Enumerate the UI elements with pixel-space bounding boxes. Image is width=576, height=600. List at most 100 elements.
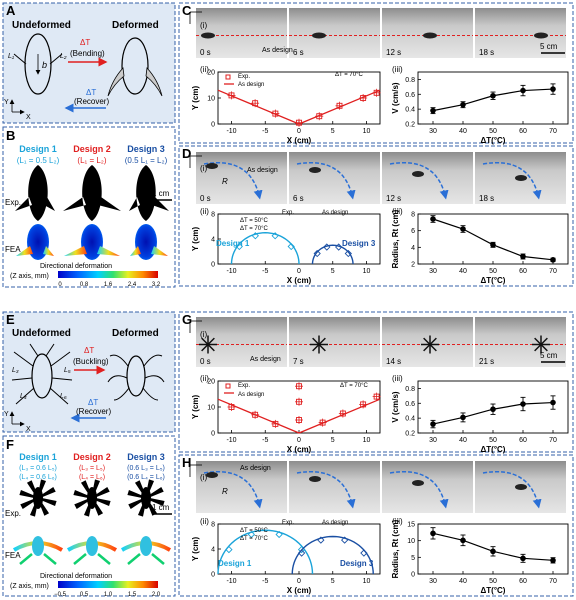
panel-d-sub-i: (i) (200, 164, 207, 173)
video-frame (475, 317, 566, 367)
x-tick-label: 10 (363, 578, 371, 585)
colorbar-tick: −0.5 (54, 592, 67, 598)
frame-time: 0 s (200, 48, 211, 57)
panel-g-legend-design: As design (238, 392, 264, 398)
y-tick-label: 8 (211, 212, 215, 219)
x-axis-label: X (cm) (287, 586, 312, 595)
design-path (296, 471, 356, 509)
panel-d-legend-design: As design (322, 210, 348, 216)
y-tick-label: 0.2 (405, 431, 415, 438)
y-axis-label: Radius, Rt (cm) (391, 519, 400, 578)
video-frame (289, 317, 380, 367)
l1-label: L₁ (8, 53, 15, 60)
fea-fin (64, 246, 87, 256)
chart-c-iii: 30 40 50 60 70 0.2 0.4 0.6 0.8 ΔT(°C) V (cm/s) (391, 71, 569, 145)
design-arc (291, 535, 374, 575)
x-tick-label: 0 (297, 437, 301, 444)
exp-point (335, 243, 343, 251)
y-tick-label: 0 (411, 572, 415, 579)
y-axis-label: V (cm/s) (391, 82, 400, 113)
panel-b-letter: B (6, 128, 15, 143)
data-point (550, 557, 556, 564)
y-tick-label: 4 (211, 237, 215, 244)
y-tick-label: 0.4 (405, 416, 415, 423)
panel-g-sub-i: (i) (200, 330, 207, 339)
panel-d-sub-ii: (ii) (200, 207, 209, 216)
l3-label: L₃ (12, 367, 19, 374)
robot-leg (534, 343, 542, 352)
y-tick-label: 0.8 (405, 77, 415, 84)
undeformed-body (24, 33, 52, 95)
panel-g-scale-label: 5 cm (540, 351, 558, 360)
buckling-dt: ΔT (84, 346, 94, 355)
design-title: Design 1 (19, 452, 57, 462)
panel-g: G 0 s 7 s 14 s 21 s (i) As design 5 cm (ii)… (178, 311, 574, 454)
x-tick-label: -10 (226, 128, 236, 135)
robot-leg (207, 343, 215, 352)
exp-point (296, 417, 302, 423)
exp-octo-leg (29, 497, 39, 517)
exp-octo-leg (91, 497, 104, 516)
panel-e: E Undeformed Deformed L₃ L₄ L₅ L₆ ΔT (Bu… (2, 311, 176, 433)
exp-point (341, 536, 349, 544)
fea-fin (16, 246, 33, 256)
exp-point (344, 249, 352, 258)
panel-h-sub-i: (i) (200, 473, 207, 482)
exp-point (235, 242, 243, 251)
exp-point (373, 393, 380, 400)
bending-label: (Bending) (70, 49, 105, 58)
exp-octo-leg (74, 497, 93, 510)
robot-leg (318, 337, 326, 346)
axis-y-label: Y (4, 99, 9, 106)
x-axis-label: ΔT(°C) (481, 136, 506, 145)
robot-leg (201, 343, 209, 352)
panel-h-as-design: As design (240, 465, 271, 472)
chart-h-iii: 30 40 50 60 70 0 5 10 15 ΔT(°C) Radius, Rt (cm) (391, 519, 569, 595)
y-axis-label: Y (cm) (191, 537, 200, 562)
design-trajectory (217, 398, 381, 434)
panel-d-dt70: ΔT = 70°C (240, 226, 268, 232)
x-tick-label: 60 (519, 578, 527, 585)
colorbar-tick: 2.0 (152, 592, 161, 598)
panel-d-photos: 0 s 6 s 12 s 18 s (189, 152, 566, 204)
x-tick-label: -10 (226, 578, 236, 585)
y-tick-label: 2 (411, 262, 415, 269)
x-tick-label: 30 (429, 268, 437, 275)
exp-point (252, 100, 259, 107)
frame-time: 0 s (200, 357, 211, 366)
panel-f-colorbar-title: Directional deformation (40, 573, 112, 580)
x-tick-label: 50 (489, 268, 497, 275)
panel-c-as-design: As design (262, 47, 293, 54)
exp-point (275, 530, 283, 539)
robot-leg (312, 337, 320, 346)
exp-point (336, 102, 343, 109)
fea-octo-body (140, 536, 152, 556)
panel-f-colorbar-unit: (Z axis, mm) (10, 583, 49, 590)
y-tick-label: 0 (211, 262, 215, 269)
frame-time: 6 s (293, 194, 304, 203)
exp-point (313, 249, 321, 258)
exp-point (252, 411, 259, 418)
panel-d-r-label: R (222, 177, 228, 186)
panel-d-letter: D (182, 146, 191, 161)
x-tick-label: -5 (262, 128, 268, 135)
robot (309, 167, 321, 173)
frame-time: 21 s (479, 357, 494, 366)
panel-g-as-design: As design (250, 356, 281, 363)
deformed-octo-body (126, 355, 146, 397)
robot-leg (540, 337, 548, 346)
x-tick-label: 10 (363, 437, 371, 444)
robot-leg (207, 337, 215, 346)
exp-octo-leg (26, 480, 39, 499)
panel-b: B Design 1 (L₁ = 0.5 L₂) Design 2 (L₁ = L₂)… (2, 126, 176, 288)
panel-d-dt50: ΔT = 50°C (240, 218, 268, 224)
data-point (430, 530, 436, 537)
robot-leg (540, 343, 548, 352)
colorbar-tick: 1.5 (128, 592, 137, 598)
x-tick-label: 40 (459, 268, 467, 275)
robot (201, 32, 215, 39)
exp-point (319, 419, 326, 426)
robot (534, 32, 548, 39)
data-point (550, 399, 556, 406)
design-title: Design 3 (127, 452, 165, 462)
